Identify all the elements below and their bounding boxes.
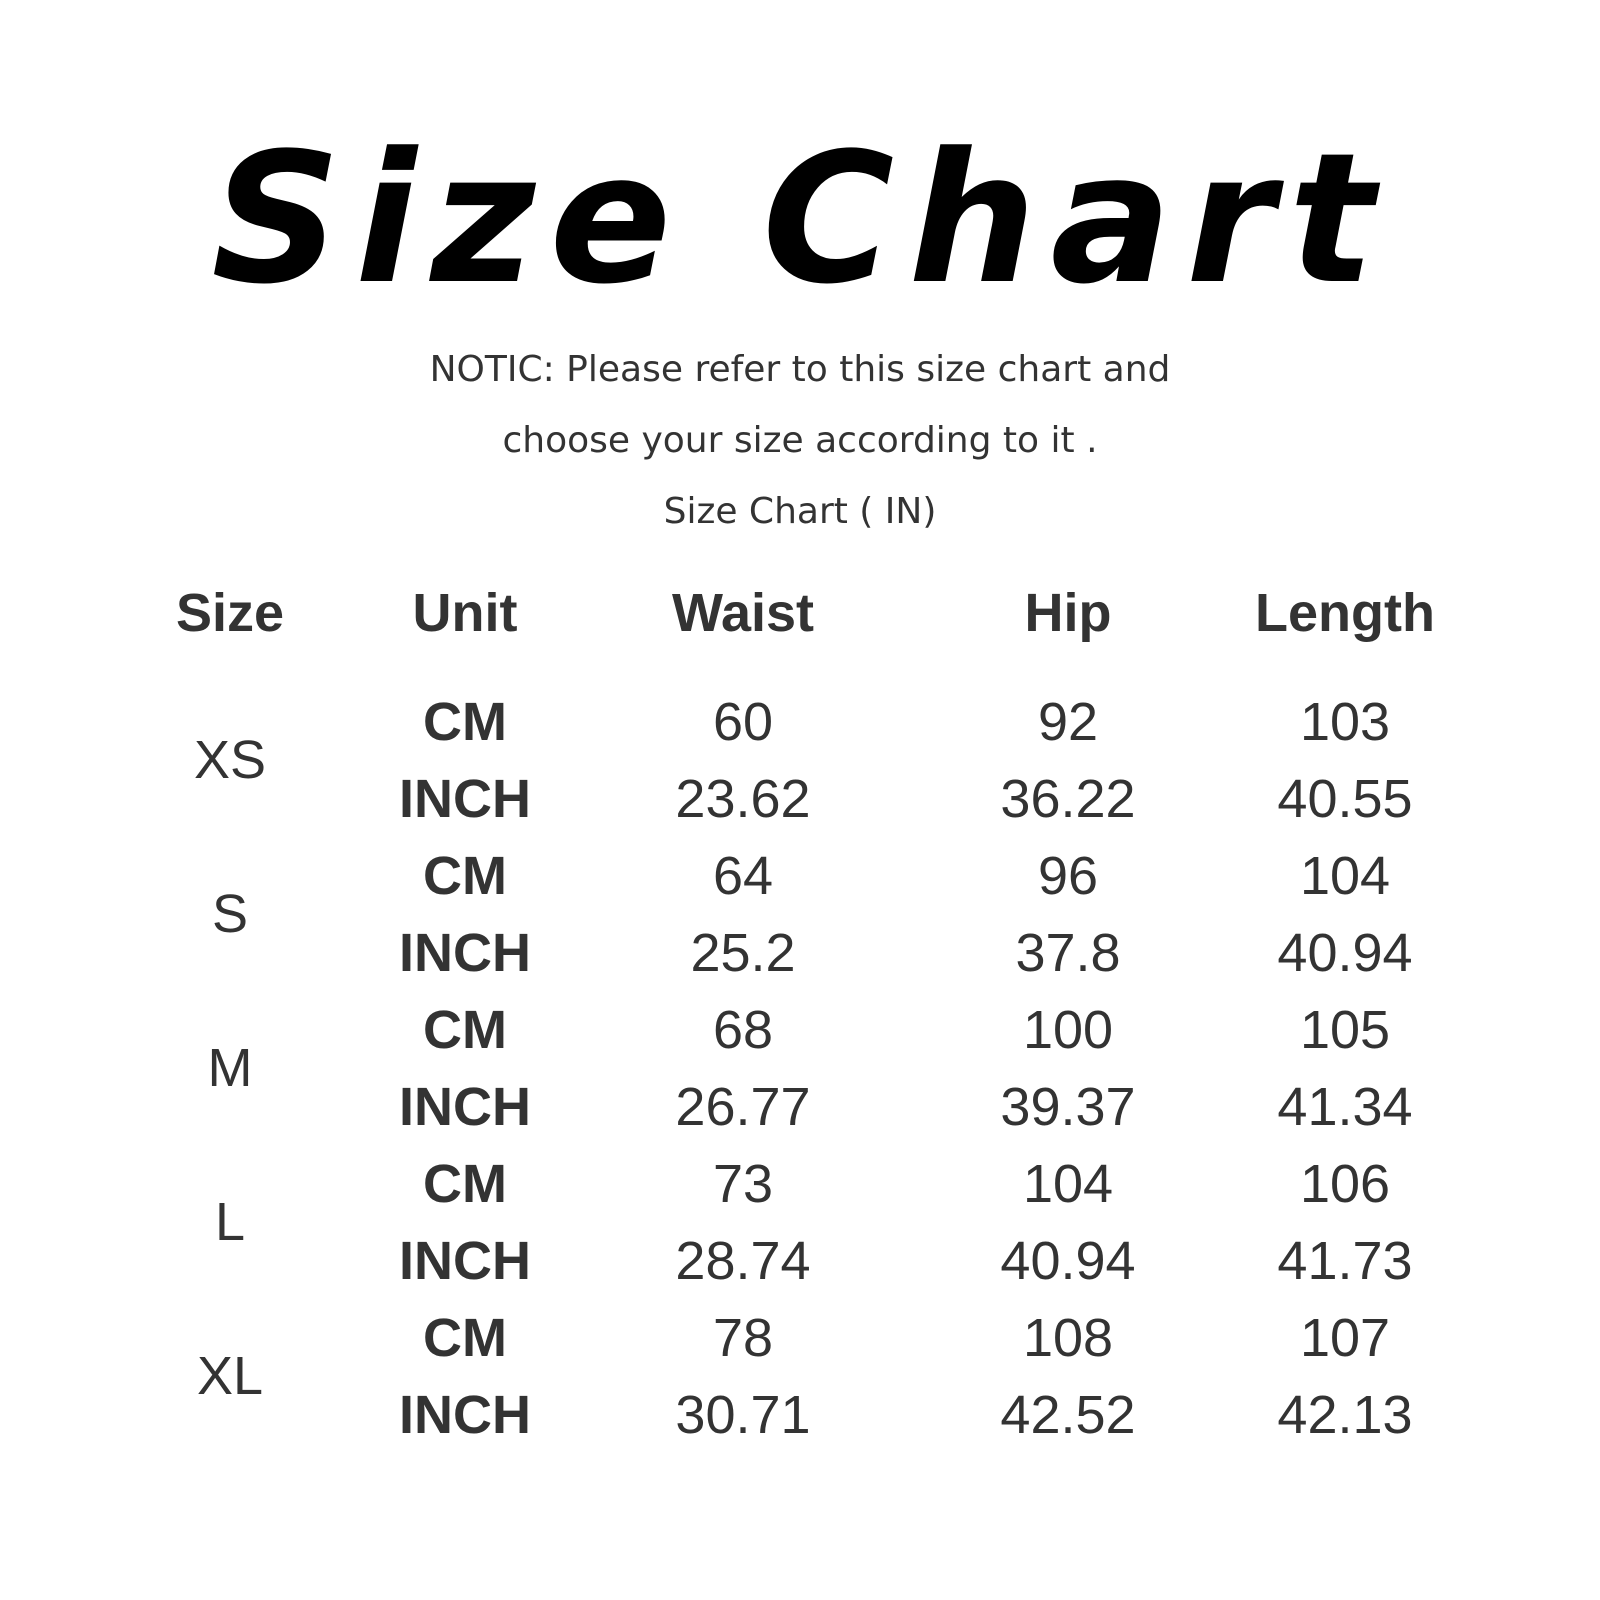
- unit-label: INCH: [399, 1231, 531, 1291]
- size-label: L: [214, 1192, 246, 1252]
- waist-value: 26.77: [675, 1077, 811, 1137]
- unit-label: INCH: [399, 1385, 531, 1445]
- unit-label: CM: [423, 846, 507, 906]
- length-value: 41.73: [1277, 1231, 1413, 1291]
- size-label: M: [207, 1038, 253, 1098]
- length-value: 107: [1299, 1308, 1391, 1368]
- waist-value: 25.2: [690, 923, 796, 983]
- waist-value: 30.71: [675, 1385, 811, 1445]
- waist-value: 68: [712, 1000, 774, 1060]
- waist-value: 73: [712, 1154, 774, 1214]
- page-title: Size Chart: [211, 115, 1389, 324]
- waist-value: 23.62: [675, 769, 811, 829]
- notice-line-1: NOTIC: Please refer to this size chart a…: [429, 349, 1171, 390]
- length-value: 105: [1299, 1000, 1391, 1060]
- notice-line-2: choose your size according to it .: [502, 420, 1098, 461]
- length-value: 40.94: [1277, 923, 1413, 983]
- waist-value: 64: [712, 846, 774, 906]
- length-value: 104: [1299, 846, 1391, 906]
- size-label: XS: [193, 730, 267, 790]
- hip-value: 96: [1037, 846, 1099, 906]
- length-value: 41.34: [1277, 1077, 1413, 1137]
- length-value: 103: [1299, 692, 1391, 752]
- column-header-hip: Hip: [1024, 583, 1112, 643]
- column-header-waist: Waist: [671, 583, 814, 643]
- column-header-unit: Unit: [412, 583, 518, 643]
- hip-value: 100: [1022, 1000, 1114, 1060]
- waist-value: 78: [712, 1308, 774, 1368]
- waist-value: 28.74: [675, 1231, 811, 1291]
- size-chart-subtitle: Size Chart ( IN): [663, 491, 937, 532]
- unit-label: INCH: [399, 923, 531, 983]
- length-value: 42.13: [1277, 1385, 1413, 1445]
- unit-label: CM: [423, 692, 507, 752]
- hip-value: 42.52: [1000, 1385, 1136, 1445]
- hip-value: 37.8: [1015, 923, 1121, 983]
- waist-value: 60: [712, 692, 774, 752]
- length-value: 40.55: [1277, 769, 1413, 829]
- unit-label: CM: [423, 1154, 507, 1214]
- size-label: S: [211, 884, 249, 944]
- hip-value: 104: [1022, 1154, 1114, 1214]
- column-header-size: Size: [175, 583, 285, 643]
- hip-value: 92: [1037, 692, 1099, 752]
- unit-label: CM: [423, 1000, 507, 1060]
- size-label: XL: [196, 1346, 264, 1406]
- hip-value: 108: [1022, 1308, 1114, 1368]
- unit-label: INCH: [399, 769, 531, 829]
- hip-value: 40.94: [1000, 1231, 1136, 1291]
- column-header-length: Length: [1255, 583, 1435, 643]
- hip-value: 39.37: [1000, 1077, 1136, 1137]
- hip-value: 36.22: [1000, 769, 1136, 829]
- unit-label: CM: [423, 1308, 507, 1368]
- length-value: 106: [1299, 1154, 1391, 1214]
- unit-label: INCH: [399, 1077, 531, 1137]
